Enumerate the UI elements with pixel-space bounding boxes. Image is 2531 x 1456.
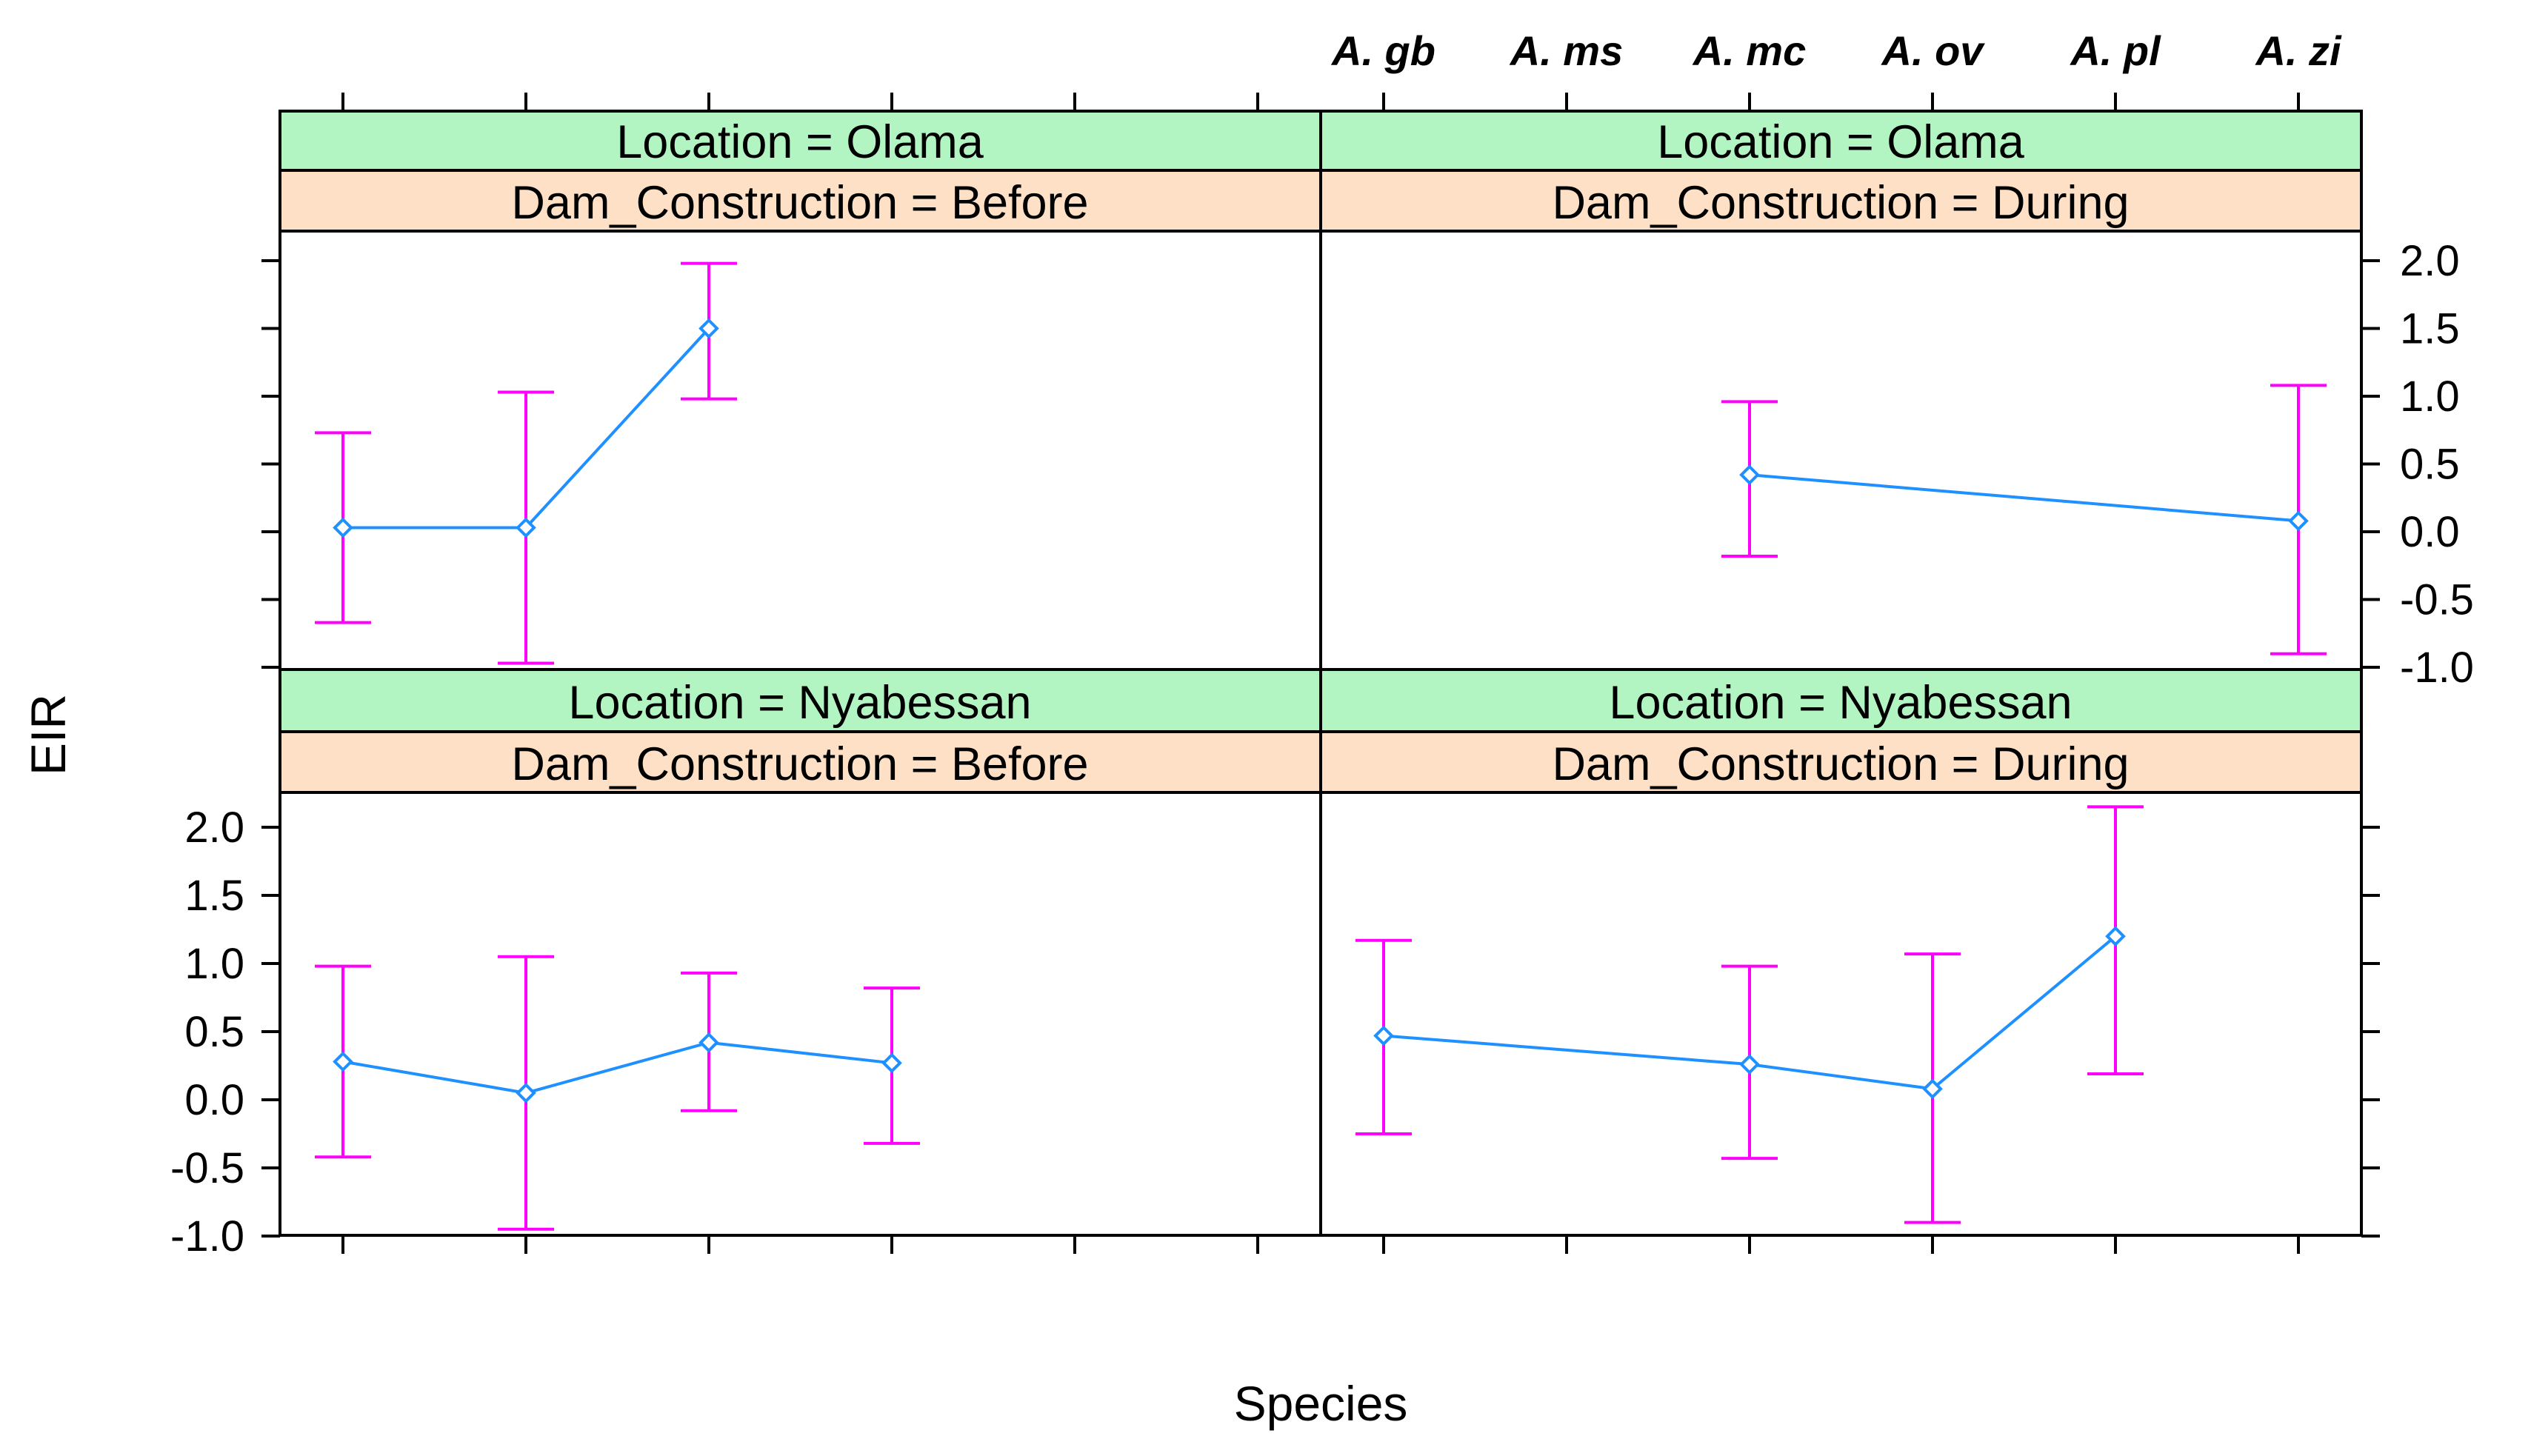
y-tick-label: 0.0	[184, 1076, 244, 1124]
strip-dam-label: Dam_Construction = Before	[511, 177, 1088, 229]
strip-location-label: Location = Nyabessan	[568, 677, 1031, 729]
series-line	[342, 1041, 893, 1095]
series-line	[1383, 935, 2117, 1091]
y-tick-label: -0.5	[2400, 576, 2474, 624]
x-tick-label: A. ms	[1509, 27, 1624, 74]
data-point	[516, 1082, 536, 1103]
data-point	[516, 517, 536, 538]
data-point	[1922, 1078, 1943, 1100]
ticks-layer: A. gb A. ms A. mc A. ov A. pl A. zi -1.0 -1.0 -0…	[170, 27, 2474, 1260]
x-tick-label: A. mc	[1692, 27, 1807, 74]
y-tick-label: 1.5	[2400, 305, 2460, 353]
y-tick-label: 0.5	[184, 1008, 244, 1056]
strip-dam-label: Dam_Construction = During	[1552, 738, 2129, 790]
x-tick-label: A. gb	[1330, 27, 1435, 74]
y-tick-label: 1.0	[184, 940, 244, 988]
panel-frame-bottom-right	[1319, 791, 2363, 1237]
strip-location-label: Location = Nyabessan	[1609, 677, 2072, 729]
data-point	[881, 1052, 902, 1074]
data-point	[1739, 1054, 1760, 1075]
strip-dam-label: Dam_Construction = During	[1552, 177, 2129, 229]
y-tick-label: 1.5	[184, 872, 244, 920]
y-tick-label: 2.0	[184, 804, 244, 852]
y-tick-label: -1.0	[170, 1212, 244, 1260]
data-point	[333, 517, 353, 538]
strip-dam-bottom-right	[1319, 730, 2363, 794]
strip-dam-top-right	[1319, 169, 2363, 233]
y-tick-label: 2.0	[2400, 237, 2460, 285]
x-tick-label: A. ov	[1881, 27, 1986, 74]
y-tick-label: -0.5	[170, 1144, 244, 1192]
marks-layer	[315, 261, 2327, 1231]
panel-frame-top-left	[279, 230, 1322, 671]
x-tick-label: A. pl	[2069, 27, 2161, 74]
strip-location-top-left	[279, 110, 1322, 172]
y-tick-label: 1.0	[2400, 373, 2460, 421]
data-point	[698, 1032, 719, 1053]
strip-dam-bottom-left	[279, 730, 1322, 794]
panel-frame-bottom-left	[279, 791, 1322, 1237]
data-point	[2288, 510, 2309, 532]
strip-location-label: Location = Olama	[1657, 116, 2025, 168]
data-point	[2105, 926, 2126, 947]
strip-dam-label: Dam_Construction = Before	[511, 738, 1088, 790]
strip-location-label: Location = Olama	[616, 116, 984, 168]
panel-frame-top-right	[1319, 230, 2363, 671]
data-point	[1739, 464, 1760, 485]
data-point	[698, 318, 719, 339]
y-tick-label: -1.0	[2400, 644, 2474, 692]
y-tick-label: 0.0	[2400, 508, 2460, 556]
data-point	[1373, 1025, 1394, 1046]
series-line	[1749, 473, 2299, 523]
x-tick-label: A. zi	[2254, 27, 2342, 74]
data-point	[333, 1051, 353, 1072]
y-tick-label: 0.5	[2400, 441, 2460, 489]
y-axis-title: EIR	[21, 694, 76, 775]
x-axis-title: Species	[1234, 1376, 1408, 1431]
strip-dam-top-left	[279, 169, 1322, 233]
